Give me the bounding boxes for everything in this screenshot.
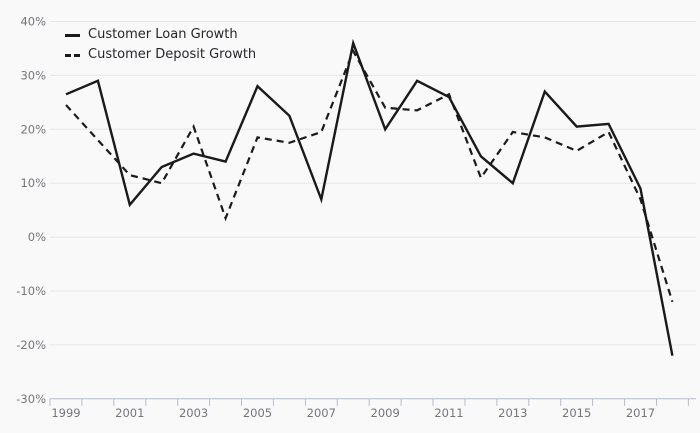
x-tick-label: 2003 [179, 406, 208, 420]
y-tick-label: -30% [16, 392, 46, 406]
x-tick-label: 1999 [51, 406, 80, 420]
dashed-line-swatch [65, 53, 80, 57]
loan-growth-line [65, 38, 674, 356]
legend-item-deposit-growth: Customer Deposit Growth [65, 45, 256, 65]
y-tick-label: 0% [28, 230, 46, 244]
y-tick-label: -20% [16, 338, 46, 352]
y-tick-label: 10% [20, 176, 46, 190]
x-tick-label: 2001 [115, 406, 144, 420]
legend-label-loan-growth: Customer Loan Growth [88, 27, 238, 42]
legend-item-loan-growth: Customer Loan Growth [65, 25, 256, 45]
y-tick-label: 30% [20, 68, 46, 82]
x-tick-label: 2015 [562, 406, 591, 420]
x-tick-label: 2009 [371, 406, 400, 420]
solid-line-swatch [65, 33, 80, 37]
x-tick-label: 2013 [498, 406, 527, 420]
x-tick-label: 2017 [626, 406, 655, 420]
y-tick-label: 40% [20, 15, 46, 29]
x-tick-label: 2005 [243, 406, 272, 420]
x-tick-label: 2007 [307, 406, 336, 420]
legend-label-deposit-growth: Customer Deposit Growth [88, 47, 257, 62]
deposit-growth-line [65, 48, 674, 303]
chart-legend: Customer Loan Growth Customer Deposit Gr… [65, 25, 256, 65]
y-tick-label: 20% [20, 122, 46, 136]
y-tick-label: -10% [16, 284, 46, 298]
x-tick-label: 2011 [434, 406, 463, 420]
